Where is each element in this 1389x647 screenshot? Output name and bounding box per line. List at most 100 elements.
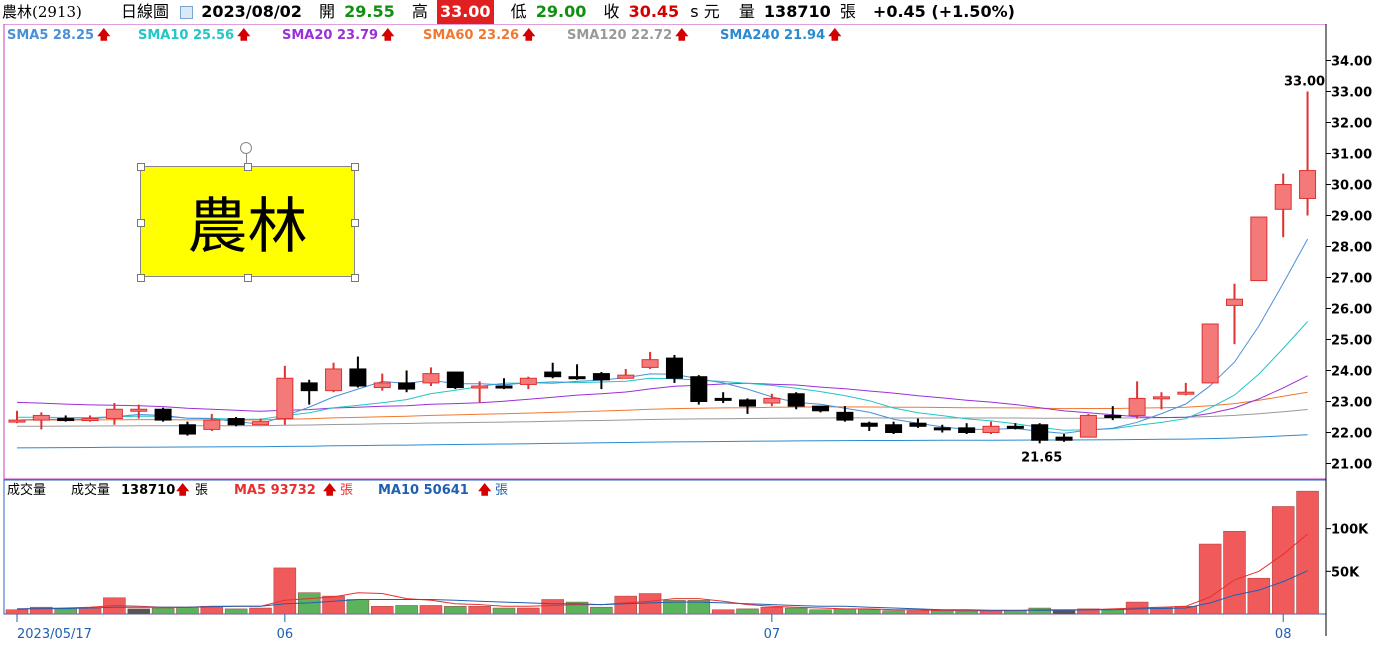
- candle: [1201, 323, 1219, 384]
- candle: [836, 411, 854, 421]
- candle: [544, 371, 562, 378]
- y-tick-label: 24.00: [1331, 365, 1372, 380]
- volume-bar: [1174, 606, 1198, 615]
- candle: [909, 422, 927, 427]
- candle: [1079, 414, 1097, 438]
- rotate-handle-icon[interactable]: [240, 142, 252, 154]
- volume-bar: [1296, 490, 1319, 615]
- volume-bar: [127, 608, 150, 615]
- resize-handle[interactable]: [351, 274, 359, 282]
- candle: [8, 419, 26, 423]
- volume-bar: [200, 606, 224, 615]
- candle: [178, 424, 196, 435]
- up-arrow-icon: 🡅: [828, 28, 842, 43]
- quote-header: 農林(2913) 日線圖 2023/08/02 開 29.55 高 33.00 …: [0, 0, 1389, 24]
- volume-panel-title: 成交量: [7, 482, 46, 498]
- resize-handle[interactable]: [137, 219, 145, 227]
- volume-bar: [176, 606, 199, 615]
- volume-bar: [395, 605, 418, 615]
- candle: [1006, 425, 1024, 429]
- volume-bar: [736, 608, 759, 615]
- y-tick-label: 21.00: [1331, 458, 1372, 473]
- volume-bar: [346, 599, 370, 615]
- candle: [422, 373, 440, 384]
- volume-bar: [955, 611, 978, 615]
- resize-handle[interactable]: [244, 163, 252, 171]
- volume-tick-label: 50K: [1331, 565, 1360, 580]
- candle: [617, 374, 635, 379]
- y-tick-label: 34.00: [1331, 55, 1372, 70]
- up-arrow-icon: 🡅: [237, 28, 251, 43]
- volume-ma10-unit: 張: [495, 483, 508, 498]
- candle: [787, 393, 805, 407]
- y-tick-label: 26.00: [1331, 303, 1372, 318]
- candle: [495, 385, 513, 389]
- volume-bar: [1101, 609, 1124, 615]
- sma240-legend: SMA240 21.94: [720, 28, 825, 43]
- stock-chart[interactable]: 21.00 22.00 23.00 24.00 25.00 26.00 27.00 28.00…: [0, 24, 1389, 647]
- candle: [690, 376, 708, 403]
- x-tick-label: 08: [1275, 627, 1292, 642]
- volume-bar: [687, 600, 711, 615]
- volume-bar: [882, 610, 905, 615]
- up-arrow-icon: 🡅: [381, 28, 395, 43]
- volume-bar: [30, 606, 53, 615]
- candle: [763, 397, 781, 404]
- volume-bar: [809, 609, 832, 615]
- candle: [32, 414, 50, 421]
- candle: [958, 427, 976, 434]
- up-arrow-icon: 🡅: [323, 483, 337, 498]
- candle: [373, 382, 391, 389]
- up-arrow-icon: 🡅: [97, 28, 111, 43]
- volume-bar: [273, 567, 297, 615]
- high-label: 高: [411, 2, 428, 21]
- change-value: +0.45 (+1.50%): [872, 2, 1015, 21]
- resize-handle[interactable]: [137, 163, 145, 171]
- volume-bar: [663, 600, 686, 615]
- candle: [154, 408, 172, 421]
- volume-bar: [784, 607, 808, 615]
- sma60-legend: SMA60 23.26: [423, 28, 519, 43]
- open-label: 開: [319, 2, 336, 21]
- checkbox-icon[interactable]: [180, 6, 194, 19]
- candle: [641, 359, 659, 368]
- volume-bar: [614, 595, 637, 615]
- x-tick-label: 2023/05/17: [17, 627, 92, 642]
- sma240-line: [16, 434, 1308, 449]
- candle: [592, 373, 610, 381]
- quote-date: 2023/08/02: [201, 2, 302, 21]
- volume-bar: [906, 610, 930, 615]
- volume-ma5-unit: 張: [340, 483, 353, 498]
- y-tick-label: 27.00: [1331, 272, 1372, 287]
- sma10-legend: SMA10 25.56: [138, 28, 234, 43]
- candle: [57, 418, 75, 422]
- candle: [885, 424, 903, 433]
- volume-label: 成交量: [71, 482, 110, 498]
- volume-tick-label: 100K: [1331, 523, 1369, 538]
- candle: [1250, 216, 1268, 282]
- volume-bar: [1198, 543, 1222, 615]
- candle: [1177, 391, 1195, 395]
- x-tick-label: 06: [277, 627, 294, 642]
- sma120-legend: SMA120 22.72: [567, 28, 672, 43]
- resize-handle[interactable]: [351, 163, 359, 171]
- y-tick-label: 31.00: [1331, 148, 1372, 163]
- volume-unit: 張: [839, 2, 856, 21]
- candle: [665, 357, 683, 379]
- candle: [252, 421, 269, 426]
- sma20-legend: SMA20 23.79: [282, 28, 378, 43]
- high-value: 33.00: [436, 0, 494, 24]
- low-label: 低: [510, 2, 527, 21]
- annotation-box[interactable]: 農林: [140, 166, 355, 277]
- candle: [739, 399, 756, 407]
- resize-handle[interactable]: [351, 219, 359, 227]
- chart-kind: 日線圖: [120, 2, 169, 21]
- candle: [933, 427, 951, 431]
- low-marker-label: 21.65: [1021, 450, 1062, 465]
- volume-bar: [5, 609, 29, 615]
- volume-bar: [1223, 530, 1246, 615]
- candle: [860, 422, 878, 427]
- open-value: 29.55: [344, 2, 395, 21]
- resize-handle[interactable]: [244, 274, 252, 282]
- resize-handle[interactable]: [137, 274, 145, 282]
